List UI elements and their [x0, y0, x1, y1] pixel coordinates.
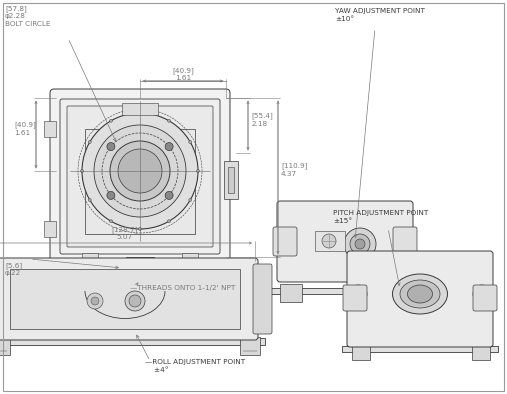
Bar [122, 103, 158, 115]
Bar [270, 288, 420, 294]
Bar [182, 253, 198, 265]
Ellipse shape [408, 285, 432, 303]
Text: PITCH ADJUSTMENT POINT
±15°: PITCH ADJUSTMENT POINT ±15° [333, 210, 428, 223]
Bar [85, 129, 195, 234]
Circle shape [110, 141, 170, 201]
Circle shape [344, 228, 376, 260]
Bar [224, 161, 238, 199]
FancyBboxPatch shape [67, 106, 213, 247]
Ellipse shape [392, 274, 448, 314]
Bar [126, 257, 154, 275]
Circle shape [473, 285, 491, 303]
FancyBboxPatch shape [253, 264, 272, 334]
Circle shape [477, 289, 487, 299]
Text: YAW ADJUSTMENT POINT
±10°: YAW ADJUSTMENT POINT ±10° [335, 8, 425, 22]
Text: [110.9]
4.37: [110.9] 4.37 [281, 162, 307, 177]
Bar [472, 344, 490, 360]
FancyBboxPatch shape [393, 227, 417, 256]
Circle shape [165, 191, 173, 199]
FancyBboxPatch shape [347, 251, 493, 347]
FancyBboxPatch shape [273, 227, 297, 256]
Circle shape [129, 295, 141, 307]
Bar [400, 284, 422, 302]
Circle shape [197, 169, 199, 173]
Bar [228, 167, 234, 193]
Circle shape [107, 191, 115, 199]
Text: —THREADS ONTO 1-1/2' NPT: —THREADS ONTO 1-1/2' NPT [130, 285, 235, 291]
Bar [315, 231, 345, 251]
Bar [352, 344, 370, 360]
Ellipse shape [400, 280, 440, 308]
Circle shape [94, 125, 186, 217]
Bar [240, 337, 260, 355]
Bar [0, 338, 265, 345]
Circle shape [82, 113, 198, 229]
Text: [57.8]
φ2.28
BOLT CIRCLE: [57.8] φ2.28 BOLT CIRCLE [5, 5, 51, 27]
Circle shape [87, 293, 103, 309]
FancyBboxPatch shape [473, 285, 497, 311]
FancyBboxPatch shape [343, 285, 367, 311]
Circle shape [88, 141, 91, 143]
Circle shape [167, 119, 170, 122]
Bar [0, 337, 10, 355]
Circle shape [165, 143, 173, 151]
Circle shape [167, 220, 170, 223]
Circle shape [138, 227, 141, 230]
Circle shape [350, 234, 370, 254]
Circle shape [118, 149, 162, 193]
Bar [82, 253, 98, 265]
Circle shape [110, 220, 113, 223]
Text: [40.9]
1.61: [40.9] 1.61 [14, 121, 36, 136]
Text: —ROLL ADJUSTMENT POINT
    ±4°: —ROLL ADJUSTMENT POINT ±4° [145, 359, 245, 372]
Circle shape [107, 143, 115, 151]
Circle shape [353, 289, 363, 299]
Bar [342, 346, 498, 352]
Text: [128.7]
5.07: [128.7] 5.07 [112, 226, 138, 240]
FancyBboxPatch shape [50, 89, 230, 264]
Circle shape [125, 291, 145, 311]
Text: [5.6]
φ.22: [5.6] φ.22 [5, 262, 22, 276]
Circle shape [355, 239, 365, 249]
Circle shape [138, 112, 141, 115]
FancyBboxPatch shape [60, 99, 220, 254]
FancyBboxPatch shape [0, 258, 258, 340]
Circle shape [81, 169, 84, 173]
Circle shape [110, 119, 113, 122]
Bar [10, 269, 240, 329]
Circle shape [88, 199, 91, 201]
Circle shape [91, 297, 99, 305]
Circle shape [322, 234, 336, 248]
FancyBboxPatch shape [277, 201, 413, 282]
Text: [40.9]
1.61: [40.9] 1.61 [172, 67, 194, 81]
Bar [44, 121, 56, 137]
Circle shape [349, 285, 367, 303]
Bar [44, 221, 56, 237]
Circle shape [189, 141, 192, 143]
Bar [130, 272, 150, 282]
Text: [55.4]
2.18: [55.4] 2.18 [251, 112, 273, 126]
Circle shape [189, 199, 192, 201]
Bar [280, 284, 302, 302]
